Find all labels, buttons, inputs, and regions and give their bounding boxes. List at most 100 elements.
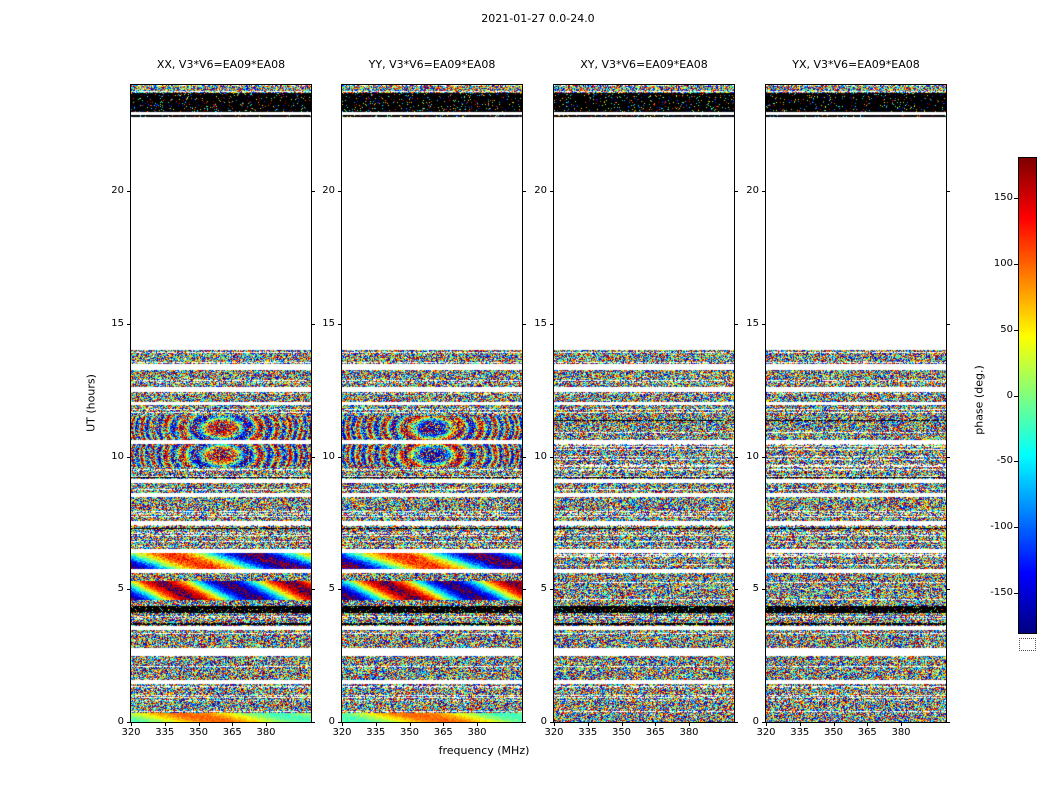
heatmap-panel-YX bbox=[765, 84, 947, 723]
y-tick-label: 0 bbox=[117, 716, 124, 727]
heatmap-canvas-YY bbox=[342, 85, 522, 722]
y-tick-mark-left bbox=[550, 456, 554, 458]
x-tick-label: 335 bbox=[366, 727, 386, 738]
x-tick-mark bbox=[655, 722, 657, 726]
x-tick-mark bbox=[164, 722, 166, 726]
x-tick-mark bbox=[833, 722, 835, 726]
x-tick-mark bbox=[342, 722, 343, 726]
x-tick-label: 365 bbox=[857, 727, 877, 738]
y-tick-mark-right bbox=[734, 456, 738, 458]
x-tick-mark bbox=[477, 722, 478, 726]
y-tick-mark-right bbox=[734, 323, 738, 325]
y-tick-label: 20 bbox=[534, 185, 547, 197]
y-tick-label: 20 bbox=[746, 185, 759, 197]
x-tick-label: 335 bbox=[155, 727, 175, 738]
y-tick-label: 5 bbox=[752, 583, 759, 595]
y-tick-mark-left bbox=[127, 191, 131, 193]
panel-title-YX: YX, V3*V6=EA09*EA08 bbox=[792, 58, 920, 71]
colorbar-tick-label: 150 bbox=[993, 191, 1013, 203]
y-tick-mark-right bbox=[734, 722, 738, 723]
heatmap-panel-XX bbox=[130, 84, 312, 723]
x-tick-mark bbox=[689, 722, 690, 726]
colorbar-tick-mark bbox=[1014, 461, 1019, 463]
y-tick-mark-right bbox=[522, 191, 526, 193]
y-tick-label: 10 bbox=[534, 450, 547, 462]
y-tick-mark-left bbox=[762, 456, 766, 458]
x-tick-mark bbox=[198, 722, 200, 726]
y-tick-mark-left bbox=[550, 722, 554, 723]
y-tick-mark-right bbox=[946, 323, 950, 325]
y-tick-label: 15 bbox=[534, 317, 547, 329]
y-tick-mark-left bbox=[338, 722, 342, 723]
y-tick-label: 0 bbox=[328, 716, 335, 727]
y-axis-label: UT (hours) bbox=[84, 374, 98, 432]
x-tick-mark bbox=[375, 722, 377, 726]
figure-title: 2021-01-27 0.0-24.0 bbox=[481, 12, 595, 25]
x-tick-label: 380 bbox=[891, 727, 911, 738]
y-tick-label: 5 bbox=[117, 583, 124, 595]
colorbar-flagged-extension-icon bbox=[1019, 638, 1036, 651]
heatmap-canvas-YX bbox=[766, 85, 946, 722]
colorbar-label: phase (deg.) bbox=[972, 365, 986, 435]
y-tick-mark-left bbox=[550, 589, 554, 591]
y-tick-mark-right bbox=[311, 191, 315, 193]
x-tick-label: 380 bbox=[679, 727, 699, 738]
y-tick-label: 15 bbox=[322, 317, 335, 329]
heatmap-canvas-XY bbox=[554, 85, 734, 722]
x-tick-label: 320 bbox=[544, 727, 564, 738]
y-tick-mark-right bbox=[734, 191, 738, 193]
x-tick-label: 320 bbox=[121, 727, 141, 738]
x-tick-mark bbox=[766, 722, 767, 726]
colorbar-tick-label: -100 bbox=[990, 521, 1013, 533]
x-tick-label: 320 bbox=[332, 727, 352, 738]
colorbar-tick-mark bbox=[1014, 527, 1019, 529]
x-tick-mark bbox=[443, 722, 445, 726]
x-tick-label: 365 bbox=[433, 727, 453, 738]
colorbar-tick-label: -50 bbox=[996, 455, 1013, 467]
y-tick-mark-right bbox=[946, 456, 950, 458]
x-tick-label: 365 bbox=[645, 727, 665, 738]
y-tick-mark-right bbox=[522, 456, 526, 458]
y-tick-label: 0 bbox=[752, 716, 759, 727]
y-tick-mark-left bbox=[762, 191, 766, 193]
y-tick-mark-right bbox=[522, 722, 526, 723]
y-tick-mark-left bbox=[127, 722, 131, 723]
x-tick-label: 365 bbox=[222, 727, 242, 738]
y-tick-label: 5 bbox=[540, 583, 547, 595]
colorbar-tick-mark bbox=[1014, 329, 1019, 331]
y-tick-mark-left bbox=[762, 589, 766, 591]
colorbar-tick-label: 0 bbox=[1006, 389, 1013, 401]
x-tick-mark bbox=[901, 722, 902, 726]
x-tick-mark bbox=[587, 722, 589, 726]
x-tick-mark bbox=[799, 722, 801, 726]
y-tick-mark-right bbox=[522, 323, 526, 325]
y-tick-mark-right bbox=[946, 722, 950, 723]
y-tick-mark-left bbox=[338, 589, 342, 591]
y-tick-label: 15 bbox=[746, 317, 759, 329]
x-tick-label: 380 bbox=[467, 727, 487, 738]
y-tick-label: 10 bbox=[746, 450, 759, 462]
x-tick-label: 350 bbox=[611, 727, 632, 738]
x-tick-mark bbox=[409, 722, 411, 726]
y-tick-mark-left bbox=[127, 456, 131, 458]
colorbar-tick-label: 50 bbox=[1000, 323, 1013, 335]
heatmap-canvas-XX bbox=[131, 85, 311, 722]
y-tick-mark-left bbox=[338, 191, 342, 193]
y-tick-label: 10 bbox=[111, 450, 124, 462]
x-tick-label: 350 bbox=[399, 727, 420, 738]
y-tick-mark-left bbox=[338, 323, 342, 325]
x-tick-mark bbox=[621, 722, 623, 726]
x-tick-label: 335 bbox=[578, 727, 598, 738]
x-tick-mark bbox=[266, 722, 267, 726]
y-tick-mark-left bbox=[127, 323, 131, 325]
y-tick-mark-right bbox=[522, 589, 526, 591]
x-tick-mark bbox=[131, 722, 132, 726]
y-tick-mark-right bbox=[311, 589, 315, 591]
y-tick-label: 20 bbox=[111, 185, 124, 197]
y-tick-mark-right bbox=[946, 589, 950, 591]
panel-title-XY: XY, V3*V6=EA09*EA08 bbox=[580, 58, 708, 71]
y-tick-mark-right bbox=[734, 589, 738, 591]
colorbar-tick-mark bbox=[1014, 197, 1019, 199]
y-tick-mark-left bbox=[762, 722, 766, 723]
